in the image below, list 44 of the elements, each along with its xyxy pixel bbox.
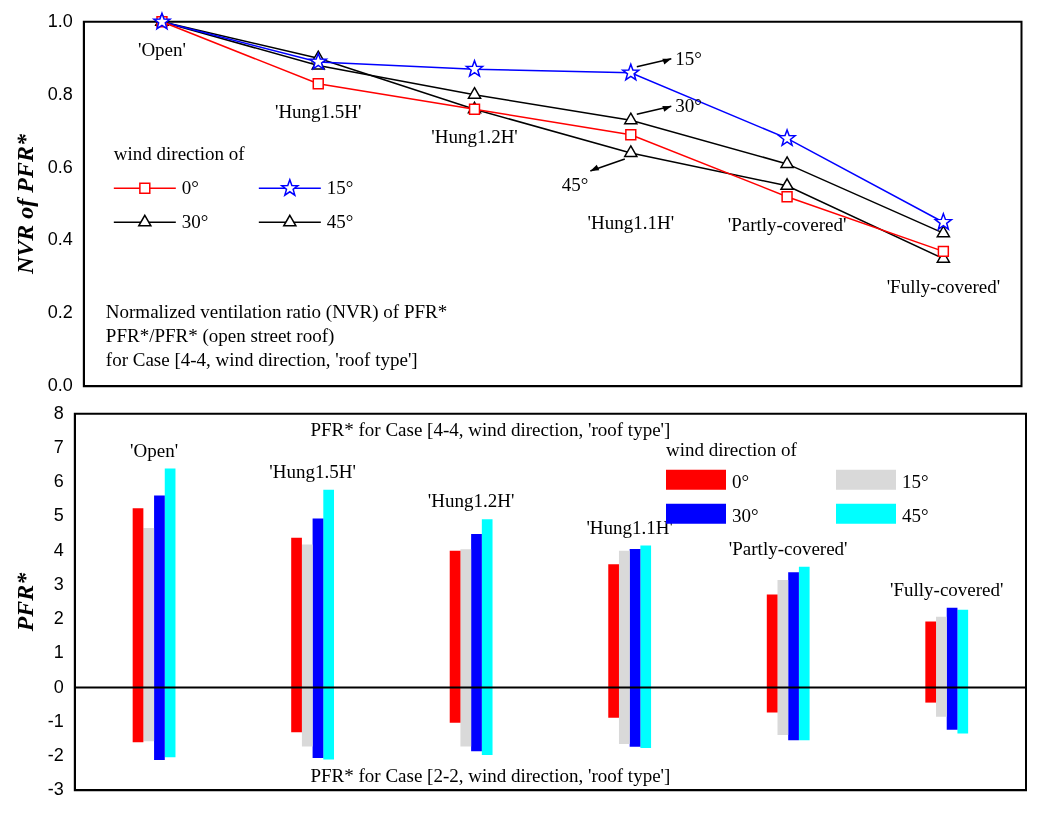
y-tick-label: 3 — [53, 573, 64, 594]
legend-label: 30° — [732, 504, 759, 526]
legend-label: 0° — [181, 177, 199, 199]
annotation: 30° — [675, 95, 702, 117]
y-tick-label: 0 — [53, 676, 64, 697]
y-tick-label: 4 — [53, 539, 64, 560]
category-label: 'Open' — [137, 38, 186, 60]
y-tick-label: 1.0 — [47, 10, 73, 31]
annotation: 45° — [561, 173, 589, 195]
annotation: 15° — [675, 47, 702, 69]
y-axis-title: NVR of PFR* — [11, 132, 38, 276]
annotation: PFR* for Case [4-4, wind direction, 'roof type'] — [310, 418, 671, 440]
legend-title: wind direction of — [666, 438, 798, 460]
legend-label: 15° — [326, 177, 354, 199]
y-tick-label: 0.2 — [47, 302, 73, 323]
y-tick-label: -1 — [47, 710, 64, 731]
y-axis-title: PFR* — [11, 571, 38, 633]
legend-label: 45° — [326, 211, 354, 233]
y-tick-label: 2 — [53, 608, 64, 629]
annotation: PFR*/PFR* (open street roof) — [105, 325, 335, 348]
annotation: PFR* for Case [2-2, wind direction, 'roof type'] — [310, 765, 671, 787]
legend-label: 15° — [902, 470, 929, 492]
y-tick-label: 0.6 — [47, 156, 73, 177]
legend-label: 30° — [181, 211, 209, 233]
y-tick-label: 1 — [53, 642, 64, 663]
y-tick-label: -3 — [47, 779, 64, 800]
annotation: for Case [4-4, wind direction, 'roof type'] — [105, 349, 418, 371]
y-tick-label: 0.4 — [47, 229, 73, 250]
category-label: 'Partly-covered' — [727, 213, 847, 235]
legend-label: 45° — [902, 504, 929, 526]
y-tick-label: 7 — [53, 436, 64, 457]
y-tick-label: 8 — [53, 402, 64, 423]
y-tick-label: 6 — [53, 471, 64, 492]
y-tick-label: 5 — [53, 505, 64, 526]
annotation: Normalized ventilation ratio (NVR) of PFR* — [105, 301, 448, 324]
legend-label: 0° — [732, 470, 750, 492]
y-tick-label: -2 — [47, 744, 64, 765]
category-label: 'Fully-covered' — [886, 275, 1001, 297]
category-label: 'Hung1.2H' — [431, 126, 518, 148]
category-label: 'Hung1.1H' — [587, 211, 675, 233]
legend-title: wind direction of — [113, 143, 246, 165]
category-label: 'Hung1.5H' — [274, 100, 362, 122]
y-tick-label: 0.0 — [47, 375, 73, 396]
y-tick-label: 0.8 — [47, 83, 73, 104]
